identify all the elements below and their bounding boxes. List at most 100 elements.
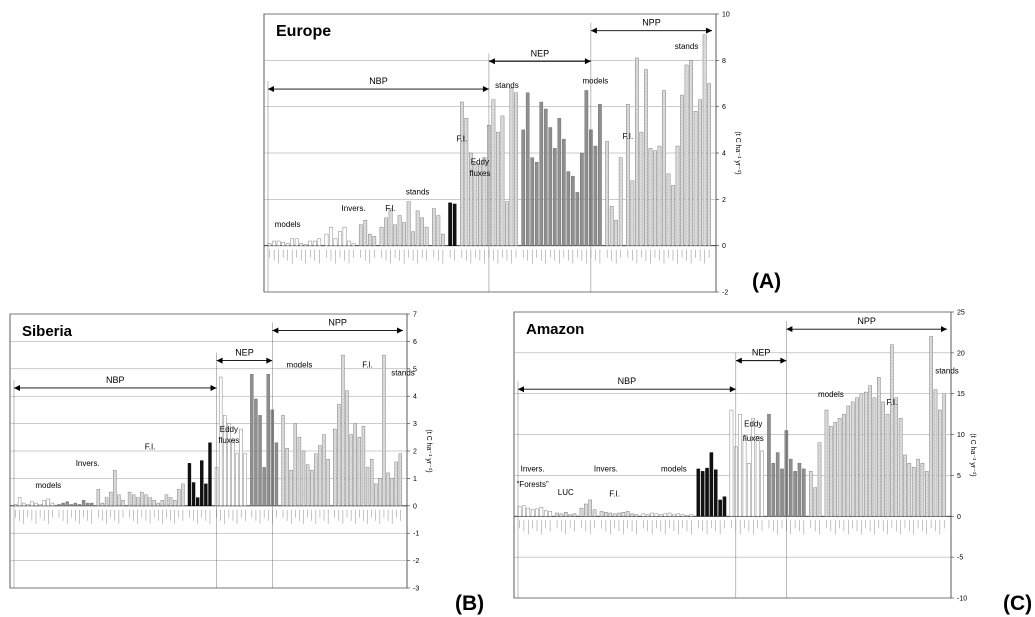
bar bbox=[630, 180, 635, 246]
bar bbox=[324, 233, 329, 246]
bar bbox=[69, 504, 73, 506]
bar bbox=[181, 483, 185, 507]
bar bbox=[358, 224, 363, 246]
bar bbox=[290, 238, 295, 246]
bar bbox=[204, 483, 208, 507]
y-tick-label: -1 bbox=[413, 531, 419, 538]
group-label: F.I. bbox=[362, 360, 373, 369]
y-tick-label: 1 bbox=[413, 476, 417, 483]
bar bbox=[367, 233, 372, 246]
bar bbox=[648, 148, 653, 246]
bar bbox=[666, 173, 671, 246]
bar bbox=[121, 500, 125, 507]
bar bbox=[231, 439, 235, 506]
bar bbox=[303, 244, 308, 246]
bar bbox=[393, 224, 397, 246]
range-label: NEP bbox=[235, 348, 254, 358]
bar bbox=[473, 162, 478, 246]
siberia-chart-svg: -3 -2 -1 0 1 2 3 4 5 6 7 (t C ha⁻¹ yr⁻¹) NBP NEP NPP mo… bbox=[9, 312, 432, 593]
group-label: models bbox=[35, 481, 61, 490]
y-tick-label: -2 bbox=[722, 290, 728, 297]
bar bbox=[925, 471, 929, 517]
bar bbox=[626, 104, 630, 246]
y-tick-label: 8 bbox=[722, 58, 726, 65]
panel-tag-b: (B) bbox=[455, 592, 485, 615]
y-tick-label: 0 bbox=[413, 503, 417, 510]
bar bbox=[113, 469, 117, 506]
arrow-head-right bbox=[780, 357, 787, 364]
bar bbox=[571, 175, 575, 246]
bar bbox=[127, 491, 132, 507]
bar bbox=[580, 152, 584, 246]
range-label: NEP bbox=[752, 348, 771, 358]
bar bbox=[73, 502, 78, 506]
group-label: models bbox=[583, 77, 609, 86]
bar bbox=[863, 391, 868, 517]
group-label: stands bbox=[391, 369, 415, 378]
bar bbox=[469, 152, 473, 246]
y-tick-label: 2 bbox=[413, 449, 417, 456]
bar bbox=[173, 500, 177, 507]
bar bbox=[274, 442, 279, 506]
range-label: NPP bbox=[642, 18, 661, 28]
bar bbox=[771, 462, 776, 517]
y-tick-label: 5 bbox=[413, 366, 417, 373]
bar bbox=[46, 498, 50, 506]
bar bbox=[650, 512, 654, 517]
bar bbox=[299, 243, 304, 246]
group-label: Invers. bbox=[594, 464, 618, 473]
bar bbox=[605, 141, 609, 246]
bar bbox=[250, 374, 254, 507]
y-tick-label: 4 bbox=[722, 151, 726, 158]
bar bbox=[390, 478, 394, 506]
bar bbox=[337, 404, 341, 506]
bar bbox=[254, 398, 258, 507]
bar bbox=[929, 336, 933, 517]
bar bbox=[140, 491, 144, 507]
y-tick-label: 15 bbox=[957, 391, 965, 398]
bar bbox=[689, 514, 694, 517]
bar bbox=[696, 468, 701, 517]
bar bbox=[675, 145, 680, 246]
arrow-head-right bbox=[729, 386, 736, 393]
bar bbox=[539, 507, 544, 517]
bar bbox=[802, 468, 806, 517]
bar bbox=[108, 491, 113, 507]
bar bbox=[218, 376, 223, 506]
group-label: stands bbox=[675, 42, 699, 51]
bar bbox=[634, 514, 639, 517]
bar bbox=[235, 453, 239, 507]
bar bbox=[349, 434, 353, 506]
bar bbox=[496, 131, 500, 246]
bar bbox=[663, 513, 667, 517]
bar bbox=[223, 415, 227, 506]
arrow-head-right bbox=[266, 357, 273, 364]
bar bbox=[680, 94, 684, 246]
bar bbox=[382, 354, 386, 506]
bar bbox=[604, 511, 608, 517]
group-label: fluxes bbox=[218, 436, 239, 445]
bar bbox=[517, 506, 522, 517]
panel-tag-c: (C) bbox=[1003, 592, 1033, 615]
bar bbox=[561, 138, 566, 246]
bar bbox=[705, 467, 709, 517]
group-label: F.I. bbox=[145, 443, 156, 452]
europe-chart-svg: -2 0 2 4 6 8 10 (t C ha⁻¹ yr⁻¹) NBP NEP NPP models I… bbox=[263, 12, 741, 297]
group-label: models bbox=[661, 464, 687, 473]
bar bbox=[208, 442, 212, 506]
bar bbox=[460, 101, 464, 246]
bar bbox=[824, 409, 829, 517]
y-tick-label: 6 bbox=[722, 104, 726, 111]
bar bbox=[676, 513, 681, 517]
y-tick-label: 6 bbox=[413, 339, 417, 346]
bar bbox=[667, 512, 672, 517]
chart-panel-europe: -2 0 2 4 6 8 10 (t C ha⁻¹ yr⁻¹) NBP NEP NPP models I… bbox=[262, 8, 742, 298]
arrow-head-left bbox=[735, 357, 742, 364]
bar bbox=[641, 513, 646, 517]
bar bbox=[100, 502, 105, 506]
bar bbox=[817, 442, 822, 517]
bar bbox=[398, 453, 403, 507]
bar bbox=[609, 206, 614, 246]
group-label: LUC bbox=[558, 488, 574, 497]
bar bbox=[57, 504, 61, 506]
